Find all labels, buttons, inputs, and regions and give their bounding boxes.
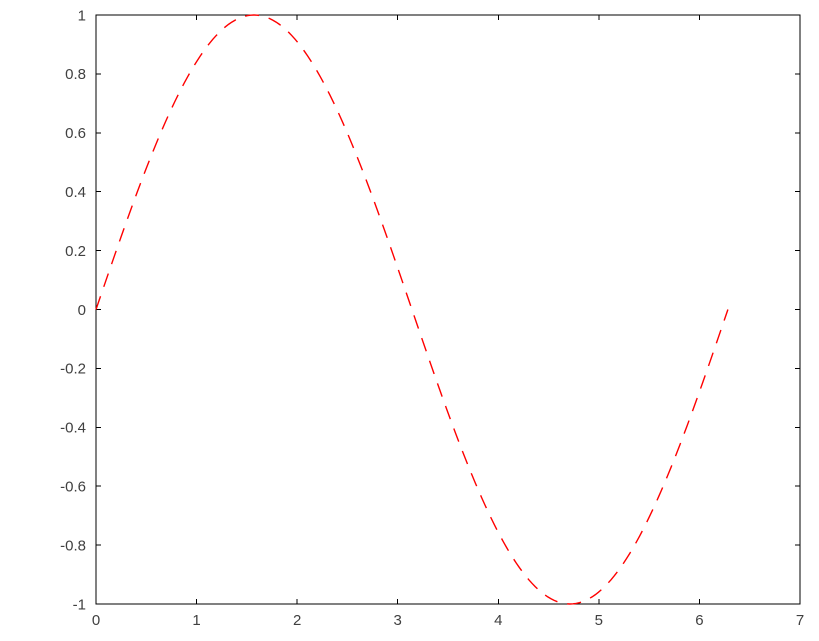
x-tick-label: 3 xyxy=(394,612,402,629)
x-tick-label: 0 xyxy=(92,612,100,629)
y-tick-label: 0.8 xyxy=(65,66,86,83)
y-tick-label: 0.6 xyxy=(65,125,86,142)
y-tick-label: -0.2 xyxy=(60,361,86,378)
y-tick-label: -1 xyxy=(73,596,86,613)
y-tick-label: 0.2 xyxy=(65,243,86,260)
x-tick-label: 4 xyxy=(494,612,502,629)
x-tick-label: 5 xyxy=(595,612,603,629)
x-tick-label: 2 xyxy=(293,612,301,629)
x-tick-label: 1 xyxy=(192,612,200,629)
y-tick-label: -0.4 xyxy=(60,420,86,437)
line-chart: 0 1 2 3 4 5 6 7 -1 -0.8 -0.6 -0.4 -0.2 0 0.2 0.4 0.6 0.8 1 xyxy=(0,0,819,641)
y-tick-label: 0.4 xyxy=(65,184,86,201)
y-tick-label: -0.6 xyxy=(60,478,86,495)
y-tick-label: -0.8 xyxy=(60,537,86,554)
x-tick-label: 6 xyxy=(695,612,703,629)
y-tick-label: 1 xyxy=(78,7,86,24)
chart-container: 0 1 2 3 4 5 6 7 -1 -0.8 -0.6 -0.4 -0.2 0 0.2 0.4 0.6 0.8 1 xyxy=(0,0,819,641)
x-tick-label: 7 xyxy=(796,612,804,629)
y-tick-label: 0 xyxy=(78,302,86,319)
